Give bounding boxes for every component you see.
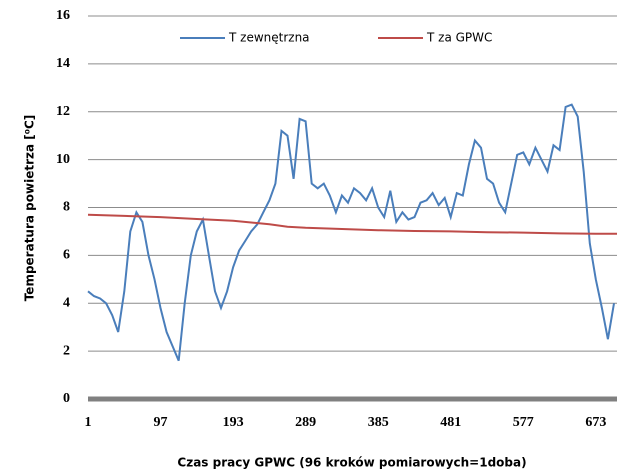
y-tick-label: 8 [63,200,70,215]
y-tick-label: 4 [63,295,70,310]
legend-label: T zewnętrzna [228,31,310,45]
y-tick-label: 10 [56,152,70,167]
y-tick-label: 16 [56,8,70,23]
x-tick-label: 481 [440,415,461,430]
y-tick-label: 12 [56,104,70,119]
x-tick-label: 97 [154,415,168,430]
y-tick-label: 6 [63,248,70,263]
line-series [87,213,617,235]
y-axis-title: Temperatura powietrza [⁰C] [23,115,37,302]
x-tick-label: 1 [85,415,92,430]
y-tick-label: 14 [56,56,70,71]
x-tick-label: 385 [368,415,389,430]
legend-label: T za GPWC [426,31,492,45]
x-axis-title: Czas pracy GPWC (96 kroków pomiarowych=1… [177,456,526,470]
x-tick-label: 289 [295,415,316,430]
x-tick-label: 577 [513,415,534,430]
y-tick-label: 2 [63,343,70,358]
y-tick-label: 0 [63,391,70,406]
x-tick-label: 673 [585,415,606,430]
x-tick-label: 193 [223,415,244,430]
line-series [87,103,615,362]
